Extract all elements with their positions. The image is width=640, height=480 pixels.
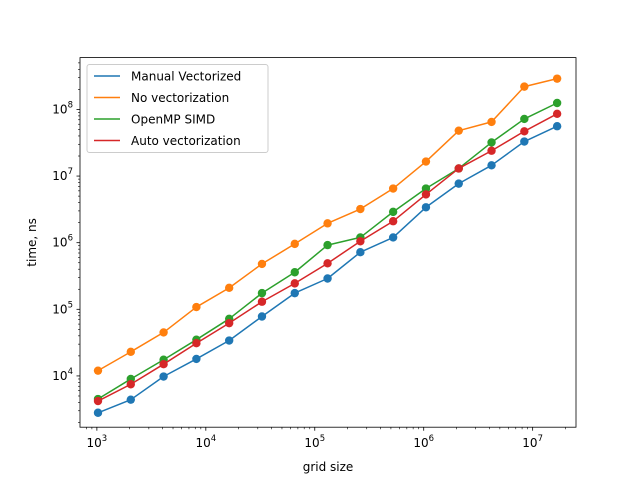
series-point-1 [290,239,299,249]
series-point-1 [192,302,201,312]
y-tick-label: 104 [52,367,73,383]
series-point-0 [487,161,496,170]
series-point-0 [323,274,332,283]
series-point-3 [257,297,267,306]
x-tick-label: 103 [87,434,108,450]
series-point-0 [126,395,135,404]
series-point-3 [224,318,234,328]
y-tick-label: 107 [52,167,73,183]
legend-entry-label: OpenMP SIMD [131,113,215,127]
legend-entry-label: Auto vectorization [131,134,241,148]
series-point-0 [224,336,234,345]
series-point-1 [520,82,529,91]
series-point-0 [454,179,463,188]
series-point-1 [93,366,103,375]
series-point-0 [159,372,168,381]
series-point-0 [257,312,267,321]
series-point-1 [487,117,496,127]
series-point-2 [421,184,431,193]
y-axis-label: time, ns [25,218,39,267]
series-point-3 [421,190,431,199]
series-point-2 [388,207,398,217]
series-point-3 [552,109,562,119]
series-point-3 [159,360,168,369]
series-point-1 [257,259,267,269]
legend-entry-label: Manual Vectorized [131,70,241,84]
x-tick-label: 104 [195,434,216,450]
series-point-1 [126,347,135,357]
series-point-0 [192,354,201,364]
series-point-2 [487,138,496,147]
series-point-3 [126,380,135,389]
series-point-3 [520,127,529,136]
y-tick-label: 105 [52,300,73,316]
series-point-2 [520,114,529,124]
series-point-2 [257,288,267,298]
legend: Manual Vectorized No vectorization OpenMP … [86,64,269,153]
series-point-3 [388,217,398,226]
series-point-0 [520,137,529,146]
x-tick-label: 106 [413,434,434,450]
x-tick-label: 107 [522,434,543,450]
series-point-1 [421,157,431,166]
series-point-3 [454,164,463,173]
legend-entry-label: No vectorization [131,91,229,105]
series-point-0 [552,122,562,131]
series-point-0 [421,203,431,212]
series-point-3 [290,279,299,288]
series-point-3 [356,237,365,246]
series-point-3 [192,339,201,348]
series-point-0 [290,288,299,298]
x-axis-label: grid size [303,460,354,474]
series-layer [93,74,562,417]
series-point-2 [290,268,299,277]
y-tick-label: 106 [52,234,73,250]
series-point-3 [487,146,496,155]
series-point-1 [323,219,332,228]
y-tick-label: 108 [52,100,73,116]
x-tick-label: 105 [304,434,325,450]
series-point-1 [356,204,365,214]
series-point-0 [93,408,103,417]
series-point-2 [323,240,332,250]
series-point-2 [552,98,562,108]
series-point-1 [159,328,168,337]
ticks-layer: 103 104 105 106 107 104 105 106 107 108 [52,62,566,450]
series-point-0 [356,247,365,257]
series-point-1 [454,126,463,135]
series-point-0 [388,233,398,242]
series-point-3 [323,259,332,268]
series-point-1 [552,74,562,83]
series-point-3 [93,396,103,406]
series-point-1 [224,283,234,293]
series-point-1 [388,184,398,193]
legend-box [86,64,269,153]
